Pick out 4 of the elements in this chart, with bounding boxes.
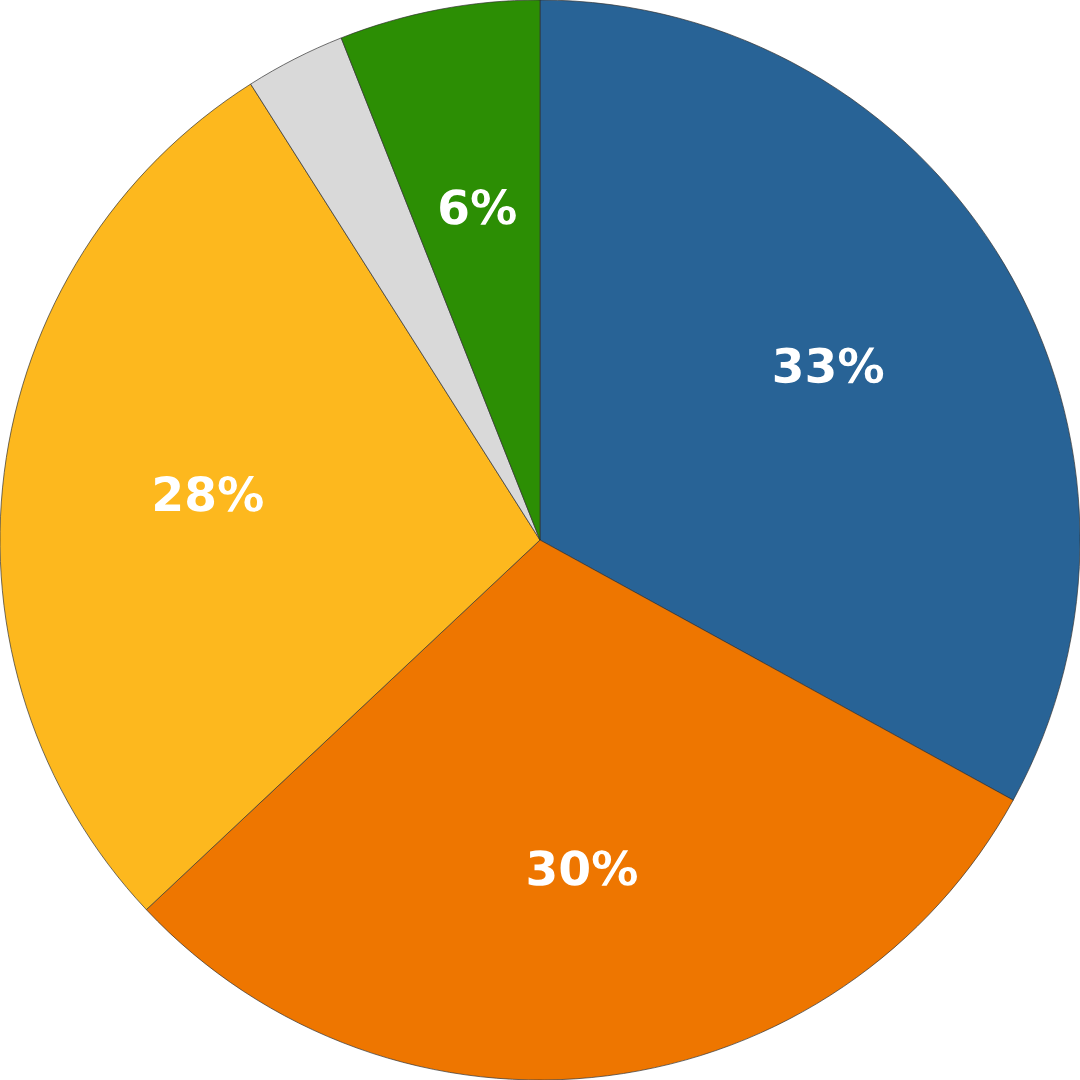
data-label: 30% <box>528 850 637 886</box>
data-label: 28% <box>155 476 263 512</box>
data-label: 33% <box>774 347 884 384</box>
data-label: 6% <box>440 189 516 225</box>
